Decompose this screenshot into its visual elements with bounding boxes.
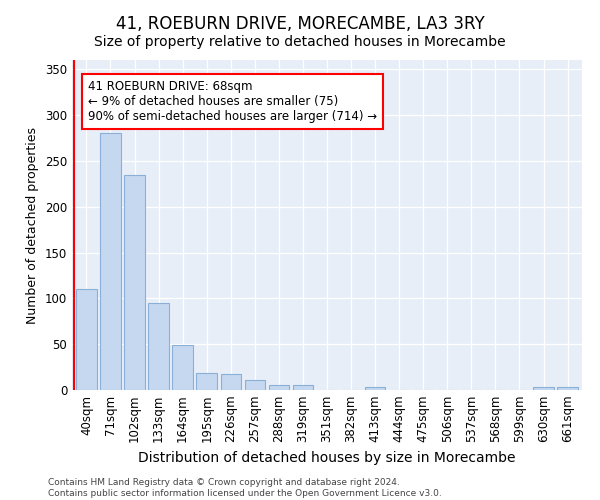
- Bar: [245, 380, 265, 390]
- Text: Contains HM Land Registry data © Crown copyright and database right 2024.
Contai: Contains HM Land Registry data © Crown c…: [48, 478, 442, 498]
- Bar: [148, 303, 169, 390]
- Bar: [365, 387, 385, 390]
- Text: Size of property relative to detached houses in Morecambe: Size of property relative to detached ho…: [94, 35, 506, 49]
- Bar: [76, 289, 97, 390]
- Bar: [221, 374, 241, 390]
- Bar: [172, 345, 193, 390]
- Bar: [100, 134, 121, 390]
- Text: 41 ROEBURN DRIVE: 68sqm
← 9% of detached houses are smaller (75)
90% of semi-det: 41 ROEBURN DRIVE: 68sqm ← 9% of detached…: [88, 80, 377, 123]
- X-axis label: Distribution of detached houses by size in Morecambe: Distribution of detached houses by size …: [138, 451, 516, 465]
- Bar: [124, 174, 145, 390]
- Text: 41, ROEBURN DRIVE, MORECAMBE, LA3 3RY: 41, ROEBURN DRIVE, MORECAMBE, LA3 3RY: [116, 15, 484, 33]
- Bar: [533, 387, 554, 390]
- Bar: [293, 386, 313, 390]
- Bar: [269, 386, 289, 390]
- Y-axis label: Number of detached properties: Number of detached properties: [26, 126, 40, 324]
- Bar: [557, 387, 578, 390]
- Bar: [196, 372, 217, 390]
